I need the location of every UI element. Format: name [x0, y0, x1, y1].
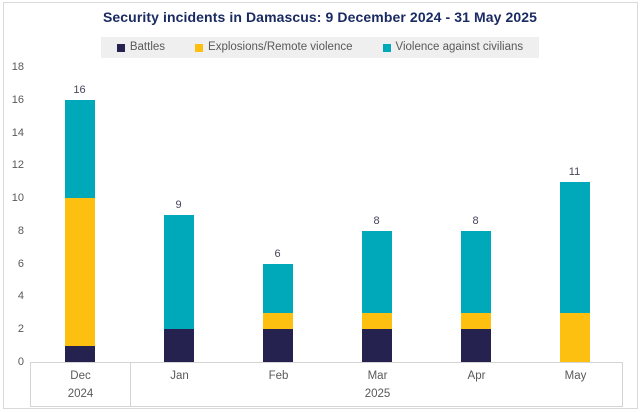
- legend-label: Explosions/Remote violence: [208, 41, 353, 53]
- bar-segment-violence-against-civilians[interactable]: [64, 99, 95, 199]
- bar-total-label: 9: [175, 198, 182, 211]
- y-tick-label: 10: [11, 192, 24, 205]
- bar-segment-explosions-remote-violence[interactable]: [262, 312, 293, 330]
- legend-swatch-icon: [195, 43, 204, 52]
- bar-segment-battles[interactable]: [163, 329, 194, 362]
- legend: Battles Explosions/Remote violence Violenc…: [0, 37, 640, 58]
- x-axis-year-label: 2024: [67, 388, 94, 400]
- legend-item-explosions-remote-violence[interactable]: Explosions/Remote violence: [195, 41, 353, 54]
- y-tick-label: 4: [17, 290, 24, 303]
- y-tick-label: 16: [11, 93, 24, 106]
- bar-total-label: 16: [73, 83, 86, 96]
- legend-label: Violence against civilians: [395, 41, 524, 53]
- y-axis-ticks: 0 2 4 6 8 10 12 14 16 18: [0, 61, 24, 368]
- bar-segment-battles[interactable]: [64, 345, 95, 362]
- bar-segment-explosions-remote-violence[interactable]: [559, 312, 590, 362]
- y-tick-label: 0: [17, 356, 24, 368]
- bar-segment-violence-against-civilians[interactable]: [559, 181, 590, 313]
- bar-segment-battles[interactable]: [460, 329, 491, 362]
- plot-area: 16 9 6 8 8 11: [30, 67, 624, 362]
- bar-segment-explosions-remote-violence[interactable]: [361, 312, 392, 330]
- bar-segment-battles[interactable]: [262, 329, 293, 362]
- bar-segment-violence-against-civilians[interactable]: [361, 230, 392, 313]
- y-tick-label: 12: [11, 159, 24, 172]
- x-axis-month-label: Mar: [367, 370, 388, 382]
- chart-widget-border: [3, 2, 638, 409]
- bar-total-label: 6: [274, 247, 281, 260]
- bar-segment-violence-against-civilians[interactable]: [163, 214, 194, 330]
- legend-label: Battles: [129, 41, 166, 53]
- legend-box: Battles Explosions/Remote violence Violenc…: [100, 37, 540, 58]
- bar-segment-violence-against-civilians[interactable]: [262, 263, 293, 313]
- legend-swatch-icon: [382, 43, 391, 52]
- year-group-divider: [130, 363, 131, 406]
- x-axis-month-label: Apr: [467, 370, 486, 382]
- legend-swatch-icon: [116, 43, 125, 52]
- x-axis-year-label: 2025: [364, 388, 391, 400]
- x-axis-month-label: Feb: [268, 370, 289, 382]
- x-axis-month-label: May: [564, 370, 587, 382]
- y-tick-label: 18: [11, 61, 24, 73]
- y-tick-label: 2: [17, 323, 24, 336]
- bar-total-label: 11: [568, 165, 581, 178]
- legend-item-battles[interactable]: Battles: [116, 41, 166, 54]
- y-tick-label: 8: [17, 224, 24, 237]
- bar-segment-explosions-remote-violence[interactable]: [64, 198, 95, 346]
- x-axis-month-label: Jan: [170, 370, 189, 382]
- bar-total-label: 8: [373, 214, 380, 227]
- y-tick-label: 14: [11, 126, 24, 139]
- legend-item-violence-against-civilians[interactable]: Violence against civilians: [382, 41, 524, 54]
- bar-segment-explosions-remote-violence[interactable]: [460, 312, 491, 330]
- bar-segment-violence-against-civilians[interactable]: [460, 230, 491, 313]
- bar-total-label: 8: [472, 214, 479, 227]
- x-axis-month-label: Dec: [70, 370, 91, 382]
- bar-segment-battles[interactable]: [361, 329, 392, 362]
- x-axis-label-box: Dec Jan Feb Mar Apr May 2024 2025: [30, 362, 623, 407]
- chart-title: Security incidents in Damascus: 9 Decemb…: [102, 9, 538, 25]
- y-tick-label: 6: [17, 257, 24, 270]
